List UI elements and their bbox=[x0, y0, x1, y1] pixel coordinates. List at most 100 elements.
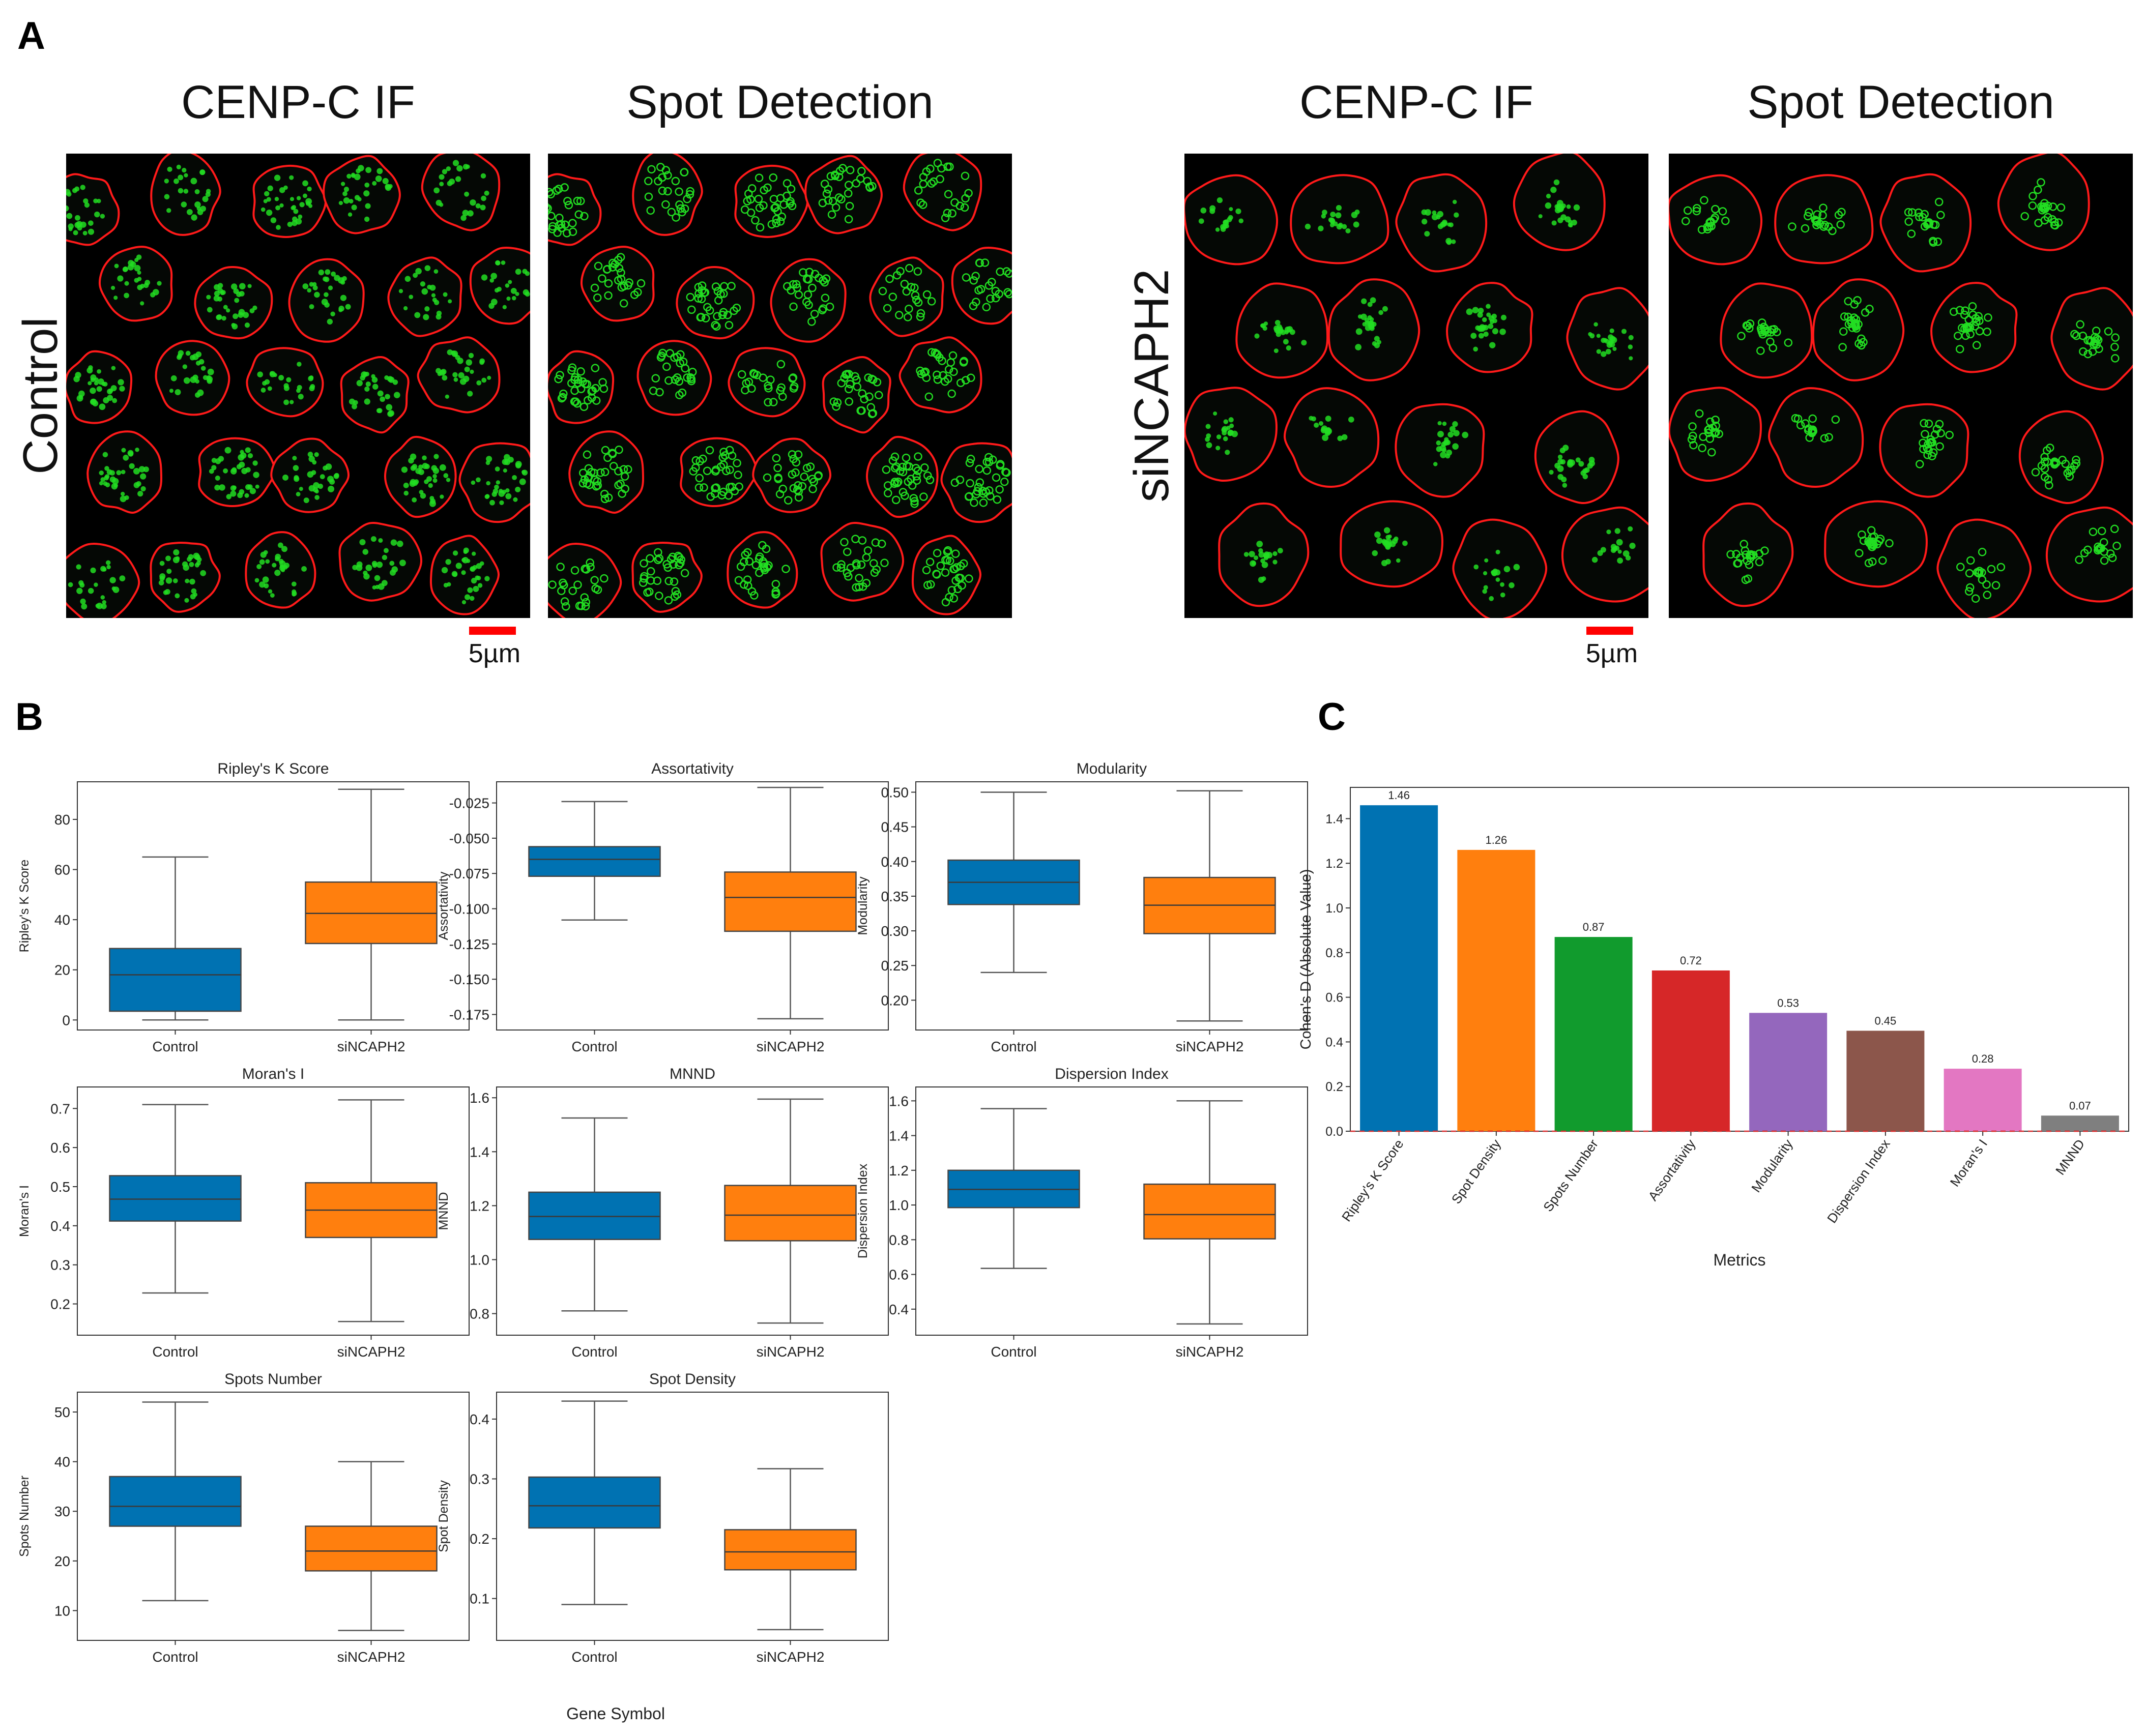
cenpc-spot bbox=[224, 447, 231, 454]
cenpc-spot bbox=[424, 306, 430, 312]
detected-spot-ring bbox=[604, 279, 613, 288]
nucleus-outline bbox=[1284, 387, 1380, 488]
nucleus-outline bbox=[429, 535, 500, 615]
cenpc-spot bbox=[140, 301, 144, 306]
box-control bbox=[109, 948, 242, 1012]
detected-spot-ring bbox=[1857, 341, 1866, 350]
scale-bar-label-left: 5µm bbox=[469, 639, 520, 668]
nucleus-outline bbox=[1534, 410, 1619, 505]
detected-spot-ring bbox=[2099, 538, 2108, 547]
cenpc-spot bbox=[513, 497, 518, 502]
cenpc-spot bbox=[56, 212, 63, 218]
y-axis-label: Moran's I bbox=[17, 1185, 32, 1237]
detected-spot-ring bbox=[1689, 431, 1697, 440]
plot-title: Moran's I bbox=[242, 1066, 304, 1082]
cenpc-spot bbox=[1483, 571, 1488, 576]
cenpc-spot bbox=[470, 369, 474, 374]
detected-spot-ring bbox=[726, 483, 734, 491]
nucleus-outline bbox=[911, 535, 982, 615]
detected-spot-ring bbox=[743, 197, 752, 205]
detected-spot-ring bbox=[1964, 587, 1974, 596]
cenpc-spot bbox=[1486, 312, 1491, 317]
detected-spot-ring bbox=[746, 208, 756, 217]
cenpc-spot bbox=[298, 214, 303, 219]
cenpc-spot bbox=[439, 369, 446, 376]
cenpc-spot bbox=[111, 483, 118, 490]
detected-spot-ring bbox=[895, 311, 904, 319]
cenpc-spot bbox=[489, 499, 495, 506]
detected-spot-ring bbox=[694, 483, 704, 492]
detected-spot-ring bbox=[553, 228, 562, 237]
nucleus-outline bbox=[1566, 287, 1648, 391]
cenpc-spot bbox=[476, 575, 481, 581]
cenpc-spot bbox=[452, 160, 459, 166]
cenpc-spot bbox=[220, 290, 225, 296]
detected-spot-ring bbox=[945, 593, 953, 602]
detected-spot-ring bbox=[969, 302, 978, 310]
cenpc-spot bbox=[313, 482, 320, 489]
detected-spot-ring bbox=[538, 212, 545, 219]
cenpc-spot bbox=[378, 538, 383, 543]
cenpc-spot bbox=[1330, 212, 1336, 218]
cenpc-spot bbox=[291, 581, 297, 587]
nucleus-outline bbox=[1720, 282, 1813, 379]
cenpc-spot bbox=[296, 492, 301, 496]
cenpc-spot bbox=[230, 468, 237, 475]
detected-spot-ring bbox=[1000, 477, 1009, 486]
cenpc-spot bbox=[1462, 431, 1469, 438]
detected-spot-ring bbox=[2083, 349, 2093, 359]
detected-spot-ring bbox=[2108, 553, 2117, 563]
cenpc-spot bbox=[464, 191, 470, 197]
cenpc-spot bbox=[345, 304, 351, 310]
detected-spot-ring bbox=[675, 561, 683, 570]
detected-spot-ring bbox=[694, 283, 703, 291]
detected-spot-ring bbox=[580, 593, 589, 602]
detected-spot-ring bbox=[1865, 304, 1874, 313]
cenpc-spot bbox=[1372, 550, 1378, 556]
detected-spot-ring bbox=[680, 569, 689, 578]
box-sincaph2 bbox=[1143, 1183, 1276, 1240]
cenpc-spot bbox=[372, 384, 379, 390]
detected-spot-ring bbox=[920, 463, 929, 472]
cenpc-spot bbox=[365, 167, 372, 173]
detected-spot-ring bbox=[712, 322, 721, 331]
cenpc-spot bbox=[1628, 335, 1634, 340]
detected-spot-ring bbox=[875, 391, 883, 399]
detected-spot-ring bbox=[799, 268, 807, 277]
cenpc-spot bbox=[461, 557, 466, 563]
cenpc-spot bbox=[330, 311, 335, 316]
detected-spot-ring bbox=[561, 602, 570, 611]
detected-spot-ring bbox=[1707, 222, 1716, 230]
detected-spot-ring bbox=[929, 177, 938, 186]
detected-spot-ring bbox=[931, 348, 939, 357]
detected-spot-ring bbox=[647, 165, 656, 174]
cenpc-spot bbox=[340, 295, 347, 301]
detected-spot-ring bbox=[2048, 215, 2056, 224]
detected-spot-ring bbox=[697, 313, 706, 321]
nucleus-outline bbox=[421, 154, 501, 231]
detected-spot-ring bbox=[794, 481, 802, 490]
detected-spot-ring bbox=[784, 496, 793, 505]
cenpc-spot bbox=[1483, 585, 1488, 590]
cenpc-spot bbox=[1603, 338, 1608, 343]
plot-title: Modularity bbox=[1077, 760, 1147, 777]
detected-spot-ring bbox=[777, 383, 786, 392]
detected-spot-ring bbox=[743, 548, 752, 557]
detected-spot-ring bbox=[982, 457, 991, 466]
detected-spot-ring bbox=[880, 558, 889, 567]
cenpc-spot bbox=[1478, 333, 1484, 339]
cenpc-spot bbox=[312, 460, 317, 465]
x-tick-label: siNCAPH2 bbox=[1176, 1039, 1244, 1054]
cenpc-spot bbox=[1609, 328, 1614, 334]
cenpc-spot bbox=[382, 554, 388, 561]
detected-spot-ring bbox=[582, 565, 591, 574]
nucleus-outline bbox=[548, 173, 602, 246]
detected-spot-ring bbox=[1847, 316, 1856, 325]
detected-spot-ring bbox=[548, 204, 552, 213]
cenpc-spot bbox=[309, 304, 314, 309]
detected-spot-ring bbox=[1684, 206, 1692, 215]
detected-spot-ring bbox=[656, 353, 665, 362]
detected-spot-ring bbox=[603, 453, 612, 462]
cenpc-spot bbox=[296, 196, 301, 200]
cenpc-spot bbox=[321, 299, 328, 306]
